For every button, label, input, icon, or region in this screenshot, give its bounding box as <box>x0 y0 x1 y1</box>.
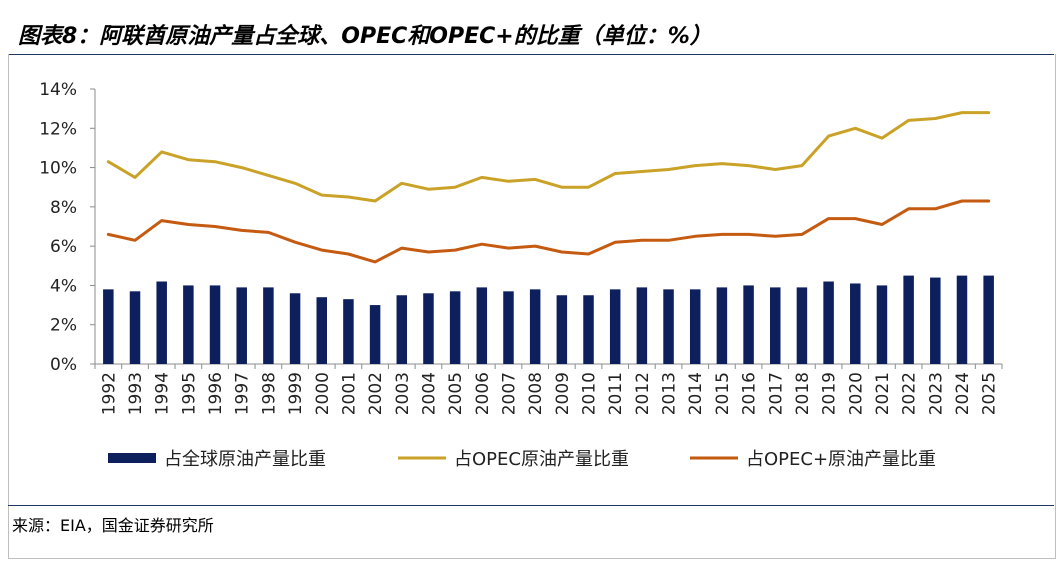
x-tick-label: 1994 <box>153 372 173 415</box>
x-tick-label: 2001 <box>339 372 359 415</box>
x-tick-label: 2016 <box>740 372 760 415</box>
bar-0-2014 <box>689 289 701 364</box>
y-tick-label: 12% <box>39 119 77 139</box>
x-tick-label: 1997 <box>233 372 253 415</box>
x-tick-label: 2010 <box>580 372 600 415</box>
x-tick-label: 2007 <box>499 372 519 415</box>
x-tick-label: 2024 <box>953 372 973 415</box>
bar-0-2005 <box>449 291 461 364</box>
bar-0-2006 <box>476 287 488 364</box>
x-tick-label: 1993 <box>126 372 146 415</box>
y-tick-label: 10% <box>39 159 77 179</box>
bar-0-2008 <box>529 289 541 364</box>
x-tick-label: 2013 <box>660 372 680 415</box>
bar-0-2003 <box>396 295 408 364</box>
x-tick-label: 1995 <box>179 372 199 415</box>
x-tick-label: 2019 <box>820 372 840 415</box>
bar-0-2013 <box>663 289 674 364</box>
bar-0-1998 <box>263 287 274 364</box>
legend-label-1: 占OPEC原油产量比重 <box>454 449 629 470</box>
legend-swatch-0 <box>108 453 156 463</box>
x-tick-label: 2022 <box>900 372 920 415</box>
bar-0-1994 <box>156 281 167 364</box>
y-tick-label: 0% <box>50 355 77 375</box>
line-series-1 <box>106 111 991 203</box>
bar-0-2021 <box>876 285 888 364</box>
bar-0-2016 <box>743 285 754 364</box>
bar-0-2004 <box>423 293 434 364</box>
x-tick-label: 2023 <box>926 372 946 415</box>
x-tick-label: 2025 <box>980 372 1000 415</box>
bar-0-2002 <box>369 305 381 364</box>
y-tick-label: 6% <box>50 237 77 257</box>
bar-0-1997 <box>236 287 247 364</box>
x-tick-label: 2017 <box>766 372 786 415</box>
source-note: 来源：EIA，国金证券研究所 <box>12 516 214 535</box>
x-tick-label: 1998 <box>259 372 279 415</box>
y-tick-label: 14% <box>39 80 77 100</box>
x-tick-label: 1992 <box>99 372 119 415</box>
x-tick-label: 2009 <box>553 372 573 415</box>
source-separator <box>8 505 1054 506</box>
bar-0-2025 <box>983 275 994 364</box>
x-tick-label: 2004 <box>419 372 439 415</box>
bar-0-2007 <box>503 291 514 364</box>
chart-frame <box>8 54 1056 559</box>
bar-0-2023 <box>930 277 941 364</box>
bar-0-2012 <box>636 287 648 364</box>
bar-0-1996 <box>209 285 221 364</box>
bar-0-2015 <box>716 287 728 364</box>
bar-0-2000 <box>316 297 327 364</box>
title-bar: 图表8：阿联酋原油产量占全球、OPEC和OPEC+的比重（单位：%） <box>8 10 1054 55</box>
line-series-2 <box>106 199 991 264</box>
bar-0-2017 <box>770 287 781 364</box>
bar-0-2011 <box>609 289 621 364</box>
bar-0-1999 <box>289 293 301 364</box>
bar-0-1993 <box>129 291 141 364</box>
x-tick-label: 2011 <box>606 372 626 415</box>
x-tick-label: 2021 <box>873 372 893 415</box>
x-tick-label: 2015 <box>713 372 733 415</box>
x-tick-label: 2014 <box>686 372 706 415</box>
y-tick-label: 8% <box>50 198 77 218</box>
chart-title: 图表8：阿联酋原油产量占全球、OPEC和OPEC+的比重（单位：%） <box>18 24 712 49</box>
bar-0-2020 <box>850 283 861 364</box>
x-tick-label: 1996 <box>206 372 226 415</box>
legend-label-0: 占全球原油产量比重 <box>164 449 326 470</box>
x-tick-label: 2006 <box>473 372 493 415</box>
x-tick-label: 2012 <box>633 372 653 415</box>
x-tick-label: 2003 <box>393 372 413 415</box>
x-tick-label: 2008 <box>526 372 546 415</box>
x-tick-label: 2020 <box>846 372 866 415</box>
bar-0-2019 <box>823 281 834 364</box>
bar-0-2022 <box>903 275 914 364</box>
x-tick-label: 2002 <box>366 372 386 415</box>
bar-0-2024 <box>956 275 968 364</box>
bar-0-1995 <box>183 285 194 364</box>
x-tick-label: 2005 <box>446 372 466 415</box>
bar-0-2001 <box>343 299 354 364</box>
bar-0-2009 <box>556 295 568 364</box>
x-tick-label: 2018 <box>793 372 813 415</box>
bar-0-2010 <box>583 295 594 364</box>
bar-0-2018 <box>796 287 808 364</box>
x-tick-label: 2000 <box>313 372 333 415</box>
x-tick-label: 1999 <box>286 372 306 415</box>
legend-label-2: 占OPEC+原油产量比重 <box>746 449 936 470</box>
y-tick-label: 4% <box>50 276 77 296</box>
y-tick-label: 2% <box>50 316 77 336</box>
bar-0-1992 <box>103 289 114 364</box>
